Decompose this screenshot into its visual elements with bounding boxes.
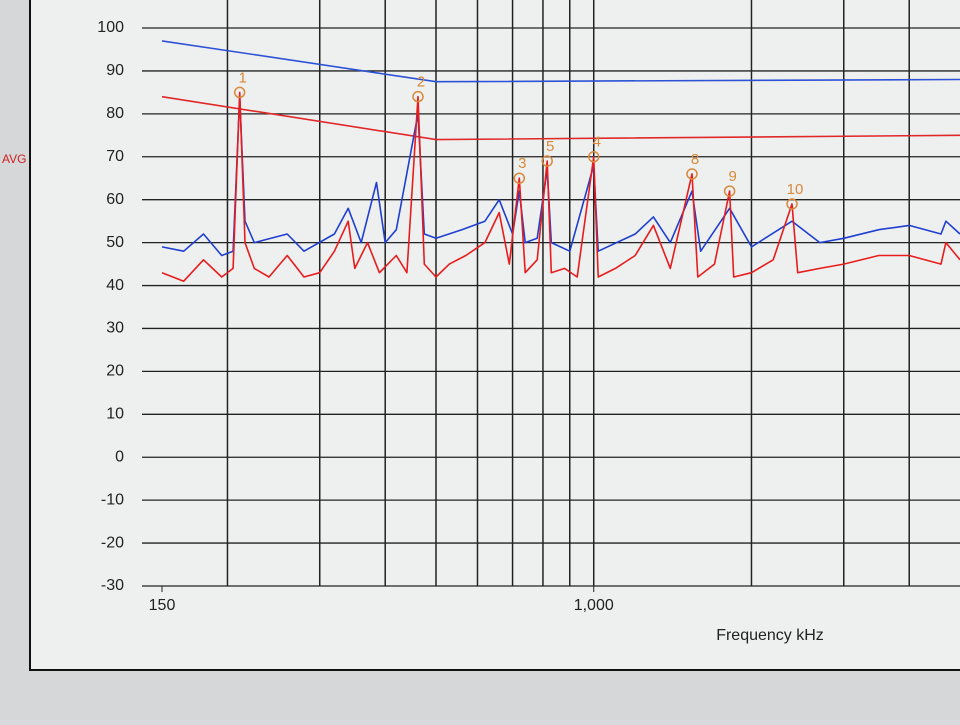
peak-marker: [723, 185, 736, 197]
peak-label: 10: [787, 181, 804, 198]
peak-marker: [786, 198, 798, 210]
y-tick-label: 80: [106, 105, 124, 122]
y-tick-label: 50: [106, 234, 124, 251]
peak-label: 1: [238, 69, 246, 86]
peak-label: 8: [691, 151, 699, 168]
peak-label: 5: [546, 138, 554, 155]
y-tick-label: 10: [106, 406, 124, 423]
y-tick-label: 20: [106, 363, 124, 380]
peak-marker: [587, 151, 600, 163]
plot-area: 1 2 3 5 4 8 9 10: [161, 40, 960, 282]
chart-frame: [29, 0, 960, 671]
x-axis-title: Frequency kHz: [716, 627, 824, 644]
peak-marker: [233, 86, 246, 99]
y-tick-label: 40: [106, 277, 124, 294]
peak-label: 3: [518, 155, 526, 172]
peak-marker: [513, 172, 526, 184]
side-label: AVG: [2, 152, 26, 166]
y-tick-label: 70: [106, 148, 124, 165]
y-tick-label: 90: [106, 62, 124, 79]
y-tick-label: 30: [106, 320, 124, 337]
peak-label: 9: [728, 168, 736, 185]
peak-marker: [541, 155, 553, 167]
peak-label: 2: [417, 74, 425, 91]
y-tick-label: 100: [97, 19, 124, 36]
peak-label: 4: [593, 134, 601, 151]
series-line: [161, 95, 960, 141]
y-tick-label: 60: [106, 191, 124, 208]
x-tick-label: 150: [149, 597, 176, 614]
y-tick-label: 0: [115, 448, 124, 465]
grid: -30 -20 -10 0 10 20 30 40 50 60 70 80 90 100 150 1,000: [97, 0, 960, 614]
series-line: [161, 91, 960, 282]
y-tick-label: -20: [101, 534, 124, 551]
peak-marker: [686, 168, 698, 180]
x-tick-label: 1,000: [574, 597, 614, 614]
y-tick-label: -30: [101, 577, 124, 594]
y-tick-label: -10: [101, 491, 124, 508]
peak-marker: [412, 90, 424, 103]
series-line: [161, 40, 960, 83]
